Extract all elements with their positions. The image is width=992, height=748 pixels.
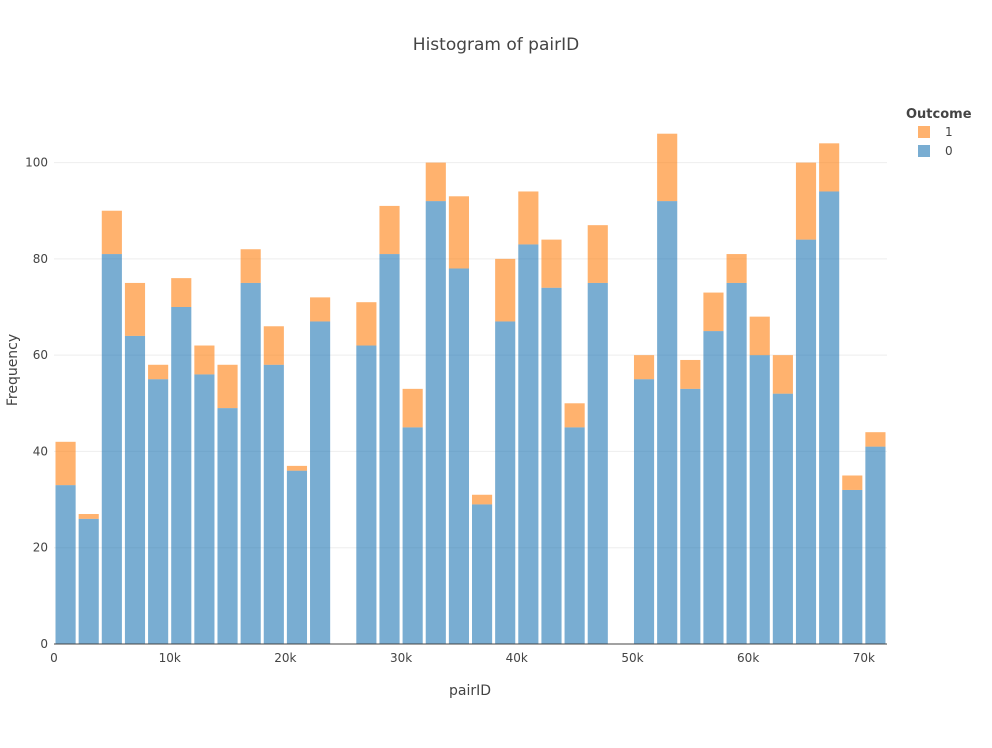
bar-outcome-1[interactable]	[795, 162, 817, 240]
x-tick-label: 70k	[853, 651, 875, 665]
bar-outcome-1[interactable]	[472, 494, 493, 505]
legend-items: 10	[918, 125, 953, 158]
bar-outcome-1[interactable]	[495, 258, 516, 322]
bar-outcome-1[interactable]	[263, 326, 284, 365]
bar-outcome-1[interactable]	[726, 254, 747, 283]
bar-outcome-1[interactable]	[865, 432, 886, 447]
bar-outcome-0[interactable]	[795, 239, 817, 644]
x-tick-label: 30k	[390, 651, 412, 665]
bar-outcome-0[interactable]	[101, 254, 122, 644]
y-tick-label: 20	[33, 541, 48, 555]
bar-outcome-1[interactable]	[379, 205, 400, 255]
bar-outcome-1[interactable]	[587, 225, 608, 283]
bar-outcome-1[interactable]	[78, 514, 99, 519]
bar-outcome-1[interactable]	[124, 282, 146, 336]
bar-outcome-0[interactable]	[171, 307, 192, 644]
bar-outcome-1[interactable]	[356, 302, 377, 346]
bar-outcome-0[interactable]	[657, 201, 678, 644]
bar-outcome-0[interactable]	[495, 321, 516, 644]
legend-label-0[interactable]: 0	[945, 144, 953, 158]
bar-outcome-0[interactable]	[541, 287, 562, 644]
bar-outcome-0[interactable]	[865, 446, 886, 644]
bar-outcome-1[interactable]	[842, 475, 863, 490]
bar-outcome-1[interactable]	[286, 465, 308, 471]
y-tick-label: 0	[40, 637, 48, 651]
x-tick-label: 40k	[506, 651, 528, 665]
chart-title: Histogram of pairID	[413, 35, 579, 55]
bar-outcome-1[interactable]	[564, 403, 585, 428]
x-tick-label: 10k	[159, 651, 181, 665]
bar-outcome-1[interactable]	[425, 162, 446, 202]
legend-label-1[interactable]: 1	[945, 125, 953, 139]
bar-outcome-0[interactable]	[819, 191, 840, 644]
y-tick-label: 100	[25, 156, 48, 170]
bar-outcome-1[interactable]	[448, 196, 469, 269]
x-axis-title: pairID	[449, 683, 491, 699]
bar-outcome-1[interactable]	[217, 364, 238, 409]
x-tick-label: 60k	[737, 651, 759, 665]
bar-outcome-0[interactable]	[124, 335, 146, 644]
bar-outcome-0[interactable]	[772, 393, 793, 644]
bar-outcome-1[interactable]	[749, 316, 770, 356]
bar-outcome-0[interactable]	[78, 518, 99, 644]
bar-outcome-0[interactable]	[379, 254, 400, 644]
bar-outcome-1[interactable]	[310, 297, 331, 322]
bar-outcome-0[interactable]	[55, 485, 76, 644]
bar-outcome-0[interactable]	[356, 345, 377, 644]
bar-outcome-1[interactable]	[541, 239, 562, 288]
bar-outcome-1[interactable]	[633, 355, 655, 380]
bar-outcome-0[interactable]	[310, 321, 331, 644]
bar-outcome-1[interactable]	[101, 210, 122, 255]
bar-outcome-0[interactable]	[148, 379, 169, 644]
x-tick-label: 0	[50, 651, 58, 665]
bar-outcome-0[interactable]	[217, 408, 238, 644]
bar-outcome-0[interactable]	[472, 504, 493, 644]
y-tick-label: 40	[33, 444, 48, 458]
bar-outcome-1[interactable]	[171, 278, 192, 308]
y-axis-title: Frequency	[5, 334, 21, 406]
y-tick-layer: 0 20 40 60 80 100	[25, 156, 48, 651]
bar-outcome-0[interactable]	[633, 379, 655, 644]
bar-outcome-0[interactable]	[425, 201, 446, 644]
bar-outcome-1[interactable]	[518, 191, 539, 245]
bar-outcome-1[interactable]	[55, 441, 76, 486]
bar-outcome-0[interactable]	[680, 388, 701, 644]
bar-outcome-0[interactable]	[749, 355, 770, 644]
legend-swatch-0[interactable]	[918, 145, 930, 157]
bar-outcome-1[interactable]	[703, 292, 724, 332]
bar-outcome-1[interactable]	[680, 359, 701, 389]
bar-outcome-1[interactable]	[194, 345, 215, 375]
bar-outcome-1[interactable]	[772, 355, 793, 394]
y-tick-label: 60	[33, 348, 48, 362]
bar-outcome-1[interactable]	[240, 249, 261, 283]
bar-outcome-0[interactable]	[240, 282, 261, 644]
bar-outcome-0[interactable]	[703, 331, 724, 644]
grid-layer	[54, 162, 887, 549]
bar-outcome-0[interactable]	[286, 470, 308, 644]
bar-outcome-0[interactable]	[402, 427, 423, 644]
x-tick-layer: 0 10k 20k 30k 40k 50k 60k 70k	[50, 651, 875, 665]
bar-layer	[55, 133, 886, 644]
y-tick-label: 80	[33, 252, 48, 266]
bar-outcome-0[interactable]	[587, 282, 608, 644]
bar-outcome-1[interactable]	[657, 133, 678, 202]
x-tick-label: 20k	[274, 651, 296, 665]
bar-outcome-0[interactable]	[842, 489, 863, 644]
bar-outcome-0[interactable]	[564, 427, 585, 644]
bar-outcome-1[interactable]	[148, 364, 169, 380]
bar-outcome-1[interactable]	[819, 143, 840, 192]
legend: Outcome 10	[906, 107, 972, 158]
bar-outcome-0[interactable]	[726, 282, 747, 644]
bar-outcome-0[interactable]	[518, 244, 539, 644]
bar-outcome-0[interactable]	[263, 364, 284, 644]
legend-title: Outcome	[906, 107, 972, 122]
legend-swatch-1[interactable]	[918, 126, 930, 138]
bar-outcome-0[interactable]	[194, 374, 215, 644]
bar-outcome-0[interactable]	[448, 268, 469, 644]
x-tick-label: 50k	[621, 651, 643, 665]
bar-outcome-1[interactable]	[402, 388, 423, 428]
